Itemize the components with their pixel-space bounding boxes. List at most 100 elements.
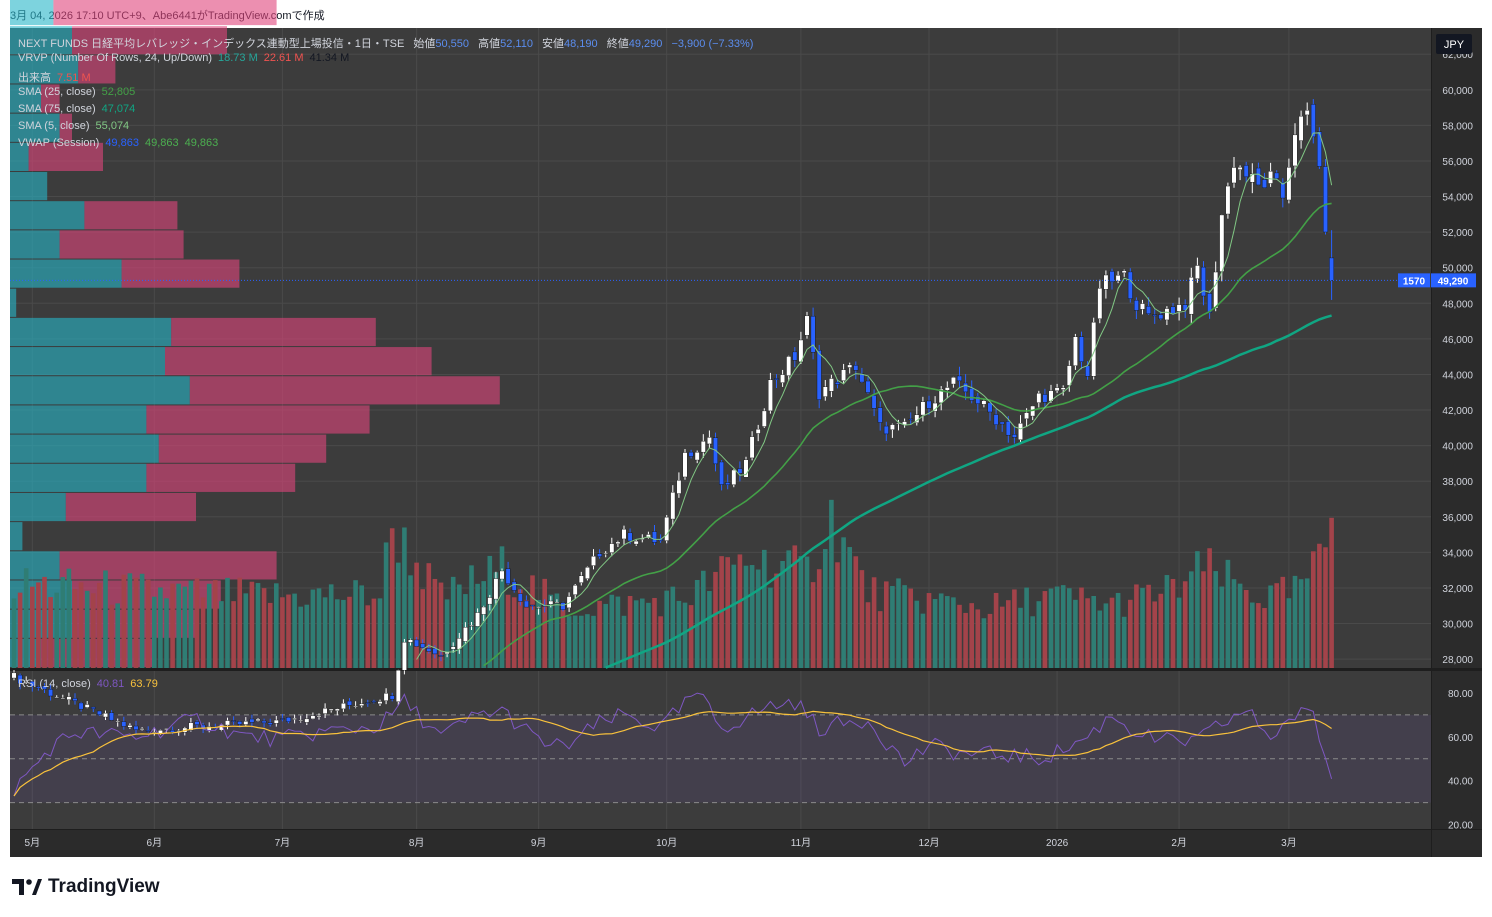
sma75-line: [605, 314, 1332, 669]
volume-bar: [1067, 588, 1072, 668]
tradingview-brand-text: TradingView: [48, 876, 160, 897]
volume-bar: [499, 546, 505, 668]
price-tick-label: 40,000: [1442, 442, 1473, 453]
volume-bar: [457, 584, 462, 668]
volume-bar: [1292, 575, 1298, 668]
candle-body: [36, 686, 41, 689]
volume-bar: [945, 596, 950, 668]
candle-body: [530, 604, 535, 607]
sma5-label: SMA (5, close): [18, 120, 90, 132]
candle-body: [231, 720, 236, 722]
sma25-value: 52,805: [101, 86, 136, 98]
volume-bar: [505, 594, 511, 668]
candle-body: [1024, 412, 1030, 420]
legend-vwap[interactable]: VWAP (Session) 49,863 49,863 49,863: [18, 137, 224, 149]
candle-body: [707, 437, 712, 445]
candle-body: [1121, 270, 1127, 274]
candle-body: [23, 681, 29, 683]
time-axis[interactable]: 5月 6月 7月 8月 9月 10月 11月 12月 2026 2月 3月: [25, 837, 1297, 849]
volume-bar: [652, 597, 657, 668]
volume-bar: [1268, 585, 1273, 668]
volume-profile-down-row: [189, 376, 500, 405]
volume-bar: [414, 562, 419, 668]
volume-profile-up-row: [10, 230, 60, 259]
volume-bar: [536, 599, 541, 668]
sma25-line: [483, 202, 1332, 667]
candle-body: [591, 555, 596, 566]
price-axis[interactable]: 28,000 30,000 32,000 34,000 36,000 38,000 40,0…: [1442, 50, 1473, 666]
candle-body: [402, 641, 407, 671]
candle-body: [524, 600, 529, 608]
candle-body: [1018, 423, 1023, 440]
legend-rsi[interactable]: RSI (14, close) 40.81 63.79: [18, 678, 164, 690]
volume-label: 出来高: [18, 72, 51, 84]
volume-bar: [487, 555, 493, 668]
open-label: 始値: [413, 38, 436, 50]
candle-body: [359, 703, 365, 706]
volume-bar: [444, 599, 450, 668]
volume-bar: [219, 601, 224, 668]
legend-sma75[interactable]: SMA (75, close) 47,074: [18, 103, 141, 115]
candle-body: [585, 567, 590, 579]
candle-body: [1298, 115, 1304, 141]
legend-title-row[interactable]: NEXT FUNDS 日経平均レバレッジ・インデックス連動型上場投信・1日・TS…: [18, 35, 759, 51]
candle-body: [774, 378, 779, 380]
volume-profile-up-row: [10, 522, 23, 551]
candle-body: [768, 379, 773, 412]
volume-bar: [72, 589, 78, 668]
volume-bar: [1201, 571, 1206, 668]
currency-button[interactable]: JPY: [1436, 34, 1472, 54]
volume-bar: [1140, 587, 1145, 668]
volume-bar: [1225, 559, 1231, 668]
volume-bar: [347, 596, 352, 668]
volume-bar: [237, 577, 242, 668]
legend-vrvp[interactable]: VRVP (Number Of Rows, 24, Up/Down) 18.73 …: [18, 52, 355, 64]
legend-sma5[interactable]: SMA (5, close) 55,074: [18, 120, 135, 132]
volume-bar: [1280, 576, 1286, 668]
candle-body: [755, 428, 761, 434]
volume-bar: [1054, 586, 1060, 668]
candle-body: [1316, 131, 1322, 167]
volume-profile-down-row: [78, 55, 116, 84]
candle-body: [139, 728, 145, 730]
volume-bar: [853, 556, 859, 668]
candle-body: [1201, 266, 1206, 297]
volume-bar: [938, 593, 944, 668]
volume-profile-up-row: [10, 317, 172, 347]
volume-bar: [420, 589, 425, 668]
volume-bar: [1030, 616, 1035, 668]
candle-body: [963, 382, 969, 393]
rsi-axis[interactable]: 20.00 40.00 60.00 80.00: [1448, 689, 1473, 832]
candle-body: [841, 369, 847, 381]
candle-body: [1085, 365, 1091, 377]
candle-body: [700, 440, 706, 453]
candle-body: [1103, 274, 1109, 290]
volume-bar: [84, 590, 90, 668]
volume-bar: [877, 611, 883, 668]
volume-bar: [1060, 585, 1066, 668]
volume-bar: [402, 527, 407, 668]
volume-bar: [213, 580, 218, 668]
volume-profile-up-row: [10, 201, 85, 230]
candle-body: [475, 612, 480, 627]
volume-bar: [1115, 592, 1121, 668]
candle-body: [1146, 306, 1152, 315]
volume-bar: [786, 550, 791, 668]
volume-bar: [145, 579, 151, 668]
candle-body: [90, 706, 96, 709]
legend-sma25[interactable]: SMA (25, close) 52,805: [18, 86, 141, 98]
legend-volume[interactable]: 出来高 7.51 M: [18, 69, 97, 85]
symbol-title: NEXT FUNDS 日経平均レバレッジ・インデックス連動型上場投信・1日・TS…: [18, 38, 405, 50]
candle-body: [1079, 336, 1084, 362]
tradingview-logo[interactable]: TradingView: [12, 876, 160, 898]
high-label: 高値: [478, 38, 501, 50]
candle-body: [1310, 104, 1316, 138]
sma75-label: SMA (75, close): [18, 103, 96, 115]
rsi-tick-label: 60.00: [1448, 733, 1473, 744]
volume-profile-down-row: [146, 463, 296, 492]
candle-body: [511, 581, 517, 591]
volume-bar: [1042, 591, 1048, 668]
candle-body: [426, 648, 432, 652]
candle-body: [536, 607, 542, 609]
